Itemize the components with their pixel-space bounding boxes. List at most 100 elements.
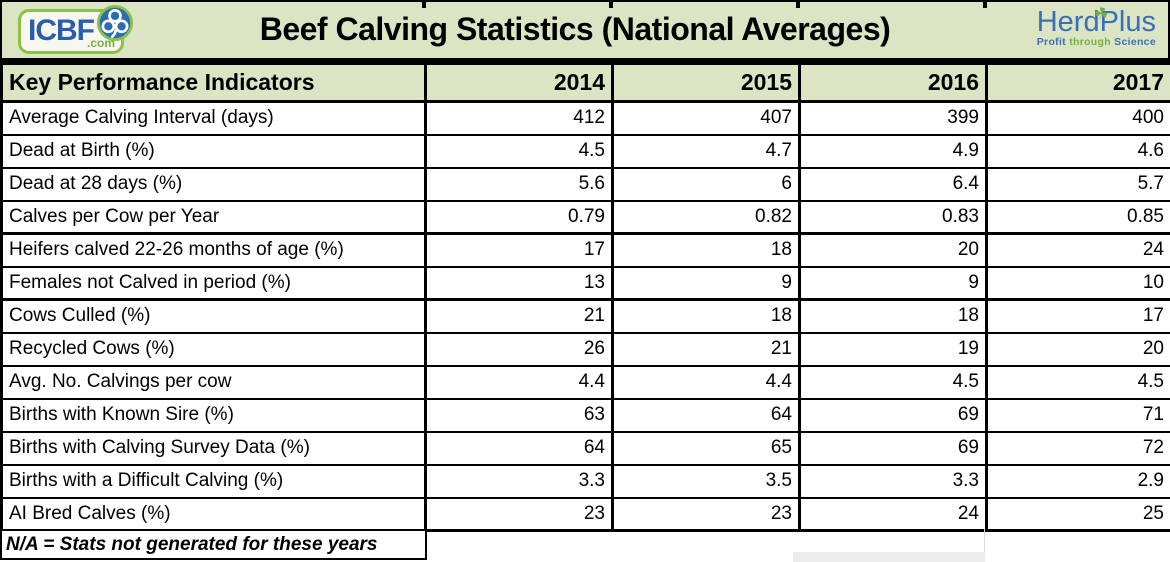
header-year-2015: 2015: [611, 62, 801, 103]
kpi-value: 0.82: [611, 199, 801, 235]
column-border-tick: [983, 0, 987, 8]
column-border-tick: [422, 0, 426, 8]
kpi-value: 64: [424, 430, 614, 466]
kpi-value: 412: [424, 100, 614, 136]
table-row: Dead at 28 days (%) 5.6 6 6.4 5.7: [0, 166, 1170, 202]
faint-gridline-strip: [793, 552, 985, 562]
icbf-logo: ICBF .com: [18, 4, 134, 54]
kpi-label: Calves per Cow per Year: [0, 199, 427, 235]
icbf-logo-text: ICBF: [28, 14, 95, 47]
table-row: Heifers calved 22-26 months of age (%) 17…: [0, 232, 1170, 268]
tagline-word-through: through: [1069, 36, 1111, 48]
footnote: N/A = Stats not generated for these year…: [0, 529, 427, 560]
kpi-value: 4.7: [611, 133, 801, 169]
kpi-value: 65: [611, 430, 801, 466]
kpi-label: Average Calving Interval (days): [0, 100, 427, 136]
kpi-value: 24: [798, 496, 988, 532]
kpi-value: 4.5: [424, 133, 614, 169]
table-row: Dead at Birth (%) 4.5 4.7 4.9 4.6: [0, 133, 1170, 169]
table-header-row: Key Performance Indicators 2014 2015 201…: [0, 62, 1170, 103]
table-row: Average Calving Interval (days) 412 407 399…: [0, 100, 1170, 136]
herdplus-logo: HerdPlus ☘ Profit through Science: [1036, 5, 1156, 48]
kpi-value: 63: [424, 397, 614, 433]
kpi-label: Births with Calving Survey Data (%): [0, 430, 427, 466]
page-title: Beef Calving Statistics (National Averag…: [259, 11, 891, 47]
table-row: Calves per Cow per Year 0.79 0.82 0.83 0.85: [0, 199, 1170, 235]
kpi-value: 64: [611, 397, 801, 433]
table-row: Births with a Difficult Calving (%) 3.3 3.…: [0, 463, 1170, 499]
tagline-word-profit: Profit: [1036, 36, 1066, 48]
kpi-value: 20: [985, 331, 1170, 367]
kpi-value: 0.79: [424, 199, 614, 235]
kpi-value: 0.85: [985, 199, 1170, 235]
kpi-label: Heifers calved 22-26 months of age (%): [0, 232, 427, 268]
kpi-value: 21: [611, 331, 801, 367]
header-kpi-label: Key Performance Indicators: [0, 62, 427, 103]
kpi-value: 4.4: [424, 364, 614, 400]
header-year-2017: 2017: [985, 62, 1170, 103]
table-row: Avg. No. Calvings per cow 4.4 4.4 4.5 4.5: [0, 364, 1170, 400]
kpi-value: 20: [798, 232, 988, 268]
kpi-value: 72: [985, 430, 1170, 466]
column-border-tick: [609, 0, 613, 8]
kpi-label: Births with a Difficult Calving (%): [0, 463, 427, 499]
kpi-label: Dead at Birth (%): [0, 133, 427, 169]
kpi-label: Avg. No. Calvings per cow: [0, 364, 427, 400]
kpi-value: 9: [798, 265, 988, 301]
kpi-value: 0.83: [798, 199, 988, 235]
kpi-label: Cows Culled (%): [0, 298, 427, 334]
column-border-tick: [796, 0, 800, 8]
kpi-value: 26: [424, 331, 614, 367]
kpi-value: 18: [611, 298, 801, 334]
table-row: Births with Calving Survey Data (%) 64 65 6…: [0, 430, 1170, 466]
herdplus-name: HerdPlus: [1036, 6, 1156, 38]
kpi-value: 6.4: [798, 166, 988, 202]
table-row: Females not Calved in period (%) 13 9 9 10: [0, 265, 1170, 301]
kpi-value: 17: [424, 232, 614, 268]
header-year-2016: 2016: [798, 62, 988, 103]
kpi-value: 71: [985, 397, 1170, 433]
kpi-value: 4.9: [798, 133, 988, 169]
kpi-value: 18: [798, 298, 988, 334]
table-row: Births with Known Sire (%) 63 64 69 71: [0, 397, 1170, 433]
table-row: AI Bred Calves (%) 23 23 24 25: [0, 496, 1170, 532]
kpi-value: 18: [611, 232, 801, 268]
kpi-value: 10: [985, 265, 1170, 301]
kpi-label: AI Bred Calves (%): [0, 496, 427, 532]
kpi-value: 4.6: [985, 133, 1170, 169]
kpi-value: 69: [798, 430, 988, 466]
kpi-value: 13: [424, 265, 614, 301]
kpi-label: Recycled Cows (%): [0, 331, 427, 367]
kpi-value: 9: [611, 265, 801, 301]
kpi-value: 3.3: [798, 463, 988, 499]
kpi-value: 17: [985, 298, 1170, 334]
kpi-label: Births with Known Sire (%): [0, 397, 427, 433]
kpi-value: 399: [798, 100, 988, 136]
kpi-value: 69: [798, 397, 988, 433]
herdplus-tagline: Profit through Science: [1037, 36, 1156, 48]
kpi-label: Females not Calved in period (%): [0, 265, 427, 301]
kpi-value: 6: [611, 166, 801, 202]
kpi-value: 5.7: [985, 166, 1170, 202]
kpi-value: 21: [424, 298, 614, 334]
kpi-value: 407: [611, 100, 801, 136]
table-row: Recycled Cows (%) 26 21 19 20: [0, 331, 1170, 367]
icbf-clover-icon: [96, 4, 134, 42]
kpi-value: 4.4: [611, 364, 801, 400]
kpi-value: 25: [985, 496, 1170, 532]
header-year-2014: 2014: [424, 62, 614, 103]
herdplus-logo-text: HerdPlus ☘: [1036, 5, 1156, 38]
kpi-value: 2.9: [985, 463, 1170, 499]
kpi-value: 23: [611, 496, 801, 532]
kpi-value: 19: [798, 331, 988, 367]
kpi-value: 4.5: [985, 364, 1170, 400]
table-body: Average Calving Interval (days) 412 407 399…: [0, 100, 1170, 532]
kpi-label: Dead at 28 days (%): [0, 166, 427, 202]
kpi-value: 24: [985, 232, 1170, 268]
kpi-value: 3.5: [611, 463, 801, 499]
tagline-word-science: Science: [1114, 36, 1156, 48]
kpi-value: 4.5: [798, 364, 988, 400]
kpi-value: 400: [985, 100, 1170, 136]
faint-gridline: [984, 529, 985, 562]
